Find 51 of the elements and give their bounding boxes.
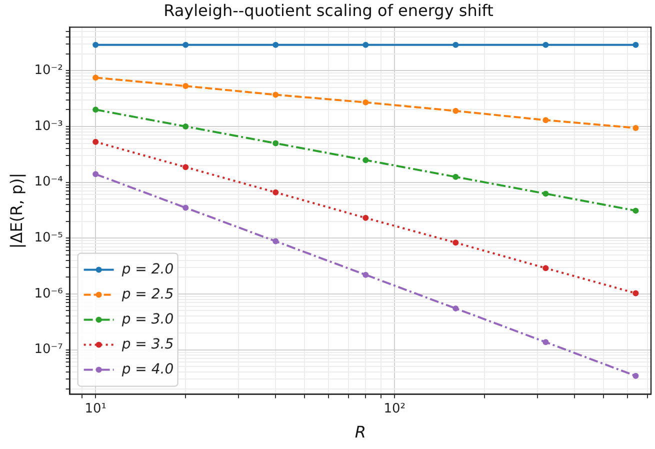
- point: [362, 214, 369, 221]
- y-tick-label: 10⁻⁷: [34, 342, 63, 358]
- point: [362, 42, 369, 48]
- point: [92, 171, 99, 178]
- point: [542, 339, 549, 346]
- point: [632, 372, 639, 379]
- point: [92, 42, 99, 48]
- y-tick-label: 10⁻⁶: [34, 286, 63, 302]
- point: [452, 42, 459, 48]
- point: [272, 189, 279, 196]
- point: [452, 305, 459, 312]
- legend-label: p = 4.0: [120, 361, 174, 378]
- point: [362, 157, 369, 164]
- y-tick-label: 10⁻⁴: [34, 174, 63, 190]
- point: [182, 123, 189, 130]
- point: [92, 138, 99, 145]
- y-tick-label: 10⁻⁵: [34, 230, 63, 246]
- point: [632, 124, 639, 131]
- point: [452, 174, 459, 180]
- point: [272, 238, 279, 244]
- x-tick-label: 10¹: [84, 401, 106, 416]
- legend-label: p = 3.0: [120, 311, 174, 328]
- y-tick-label: 10⁻²: [34, 63, 63, 78]
- point: [632, 290, 639, 296]
- point: [632, 42, 639, 48]
- point: [272, 92, 279, 98]
- x-axis-title: R: [354, 422, 366, 442]
- point: [272, 42, 279, 48]
- legend-label: p = 2.0: [120, 261, 174, 278]
- chart-title: Rayleigh--quotient scaling of energy shift: [164, 0, 494, 20]
- point: [452, 108, 459, 114]
- y-axis-title: |ΔE(R, p)|: [6, 172, 26, 249]
- point: [182, 164, 189, 170]
- y-tick-label: 10⁻³: [34, 118, 63, 134]
- point: [92, 106, 99, 113]
- point: [542, 117, 549, 124]
- legend-label: p = 2.5: [120, 286, 174, 302]
- point: [452, 240, 459, 246]
- point: [542, 265, 549, 272]
- point: [542, 190, 549, 197]
- point: [182, 42, 189, 48]
- point: [542, 42, 549, 48]
- point: [362, 272, 369, 278]
- point: [182, 83, 189, 90]
- point: [632, 208, 639, 214]
- point: [92, 74, 99, 81]
- point: [272, 140, 279, 146]
- point: [182, 204, 189, 211]
- legend-label: p = 3.5: [120, 336, 174, 352]
- point: [362, 99, 369, 106]
- x-tick-label: 10²: [384, 401, 406, 416]
